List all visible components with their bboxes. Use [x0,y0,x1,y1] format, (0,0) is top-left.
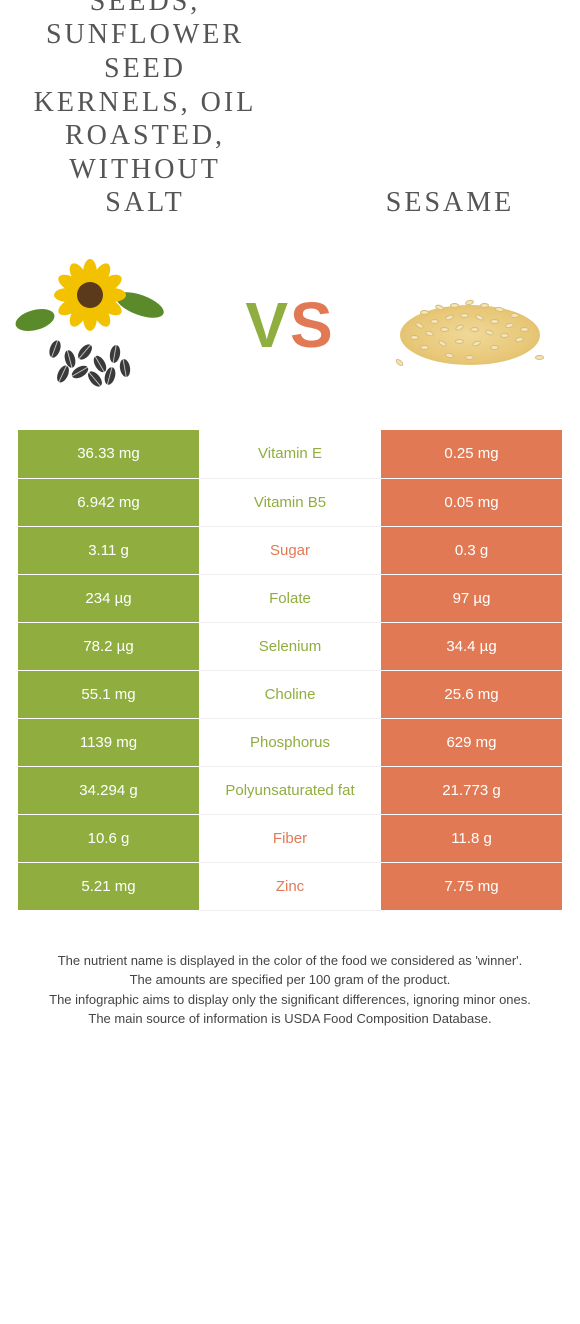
vs-row: VS [0,230,580,430]
value-right: 629 mg [381,718,562,766]
table-row: 34.294 gPolyunsaturated fat21.773 g [18,766,562,814]
value-right: 34.4 µg [381,622,562,670]
nutrient-name: Sugar [199,526,381,574]
value-left: 5.21 mg [18,862,199,910]
table-row: 78.2 µgSelenium34.4 µg [18,622,562,670]
value-right: 21.773 g [381,766,562,814]
nutrient-name: Phosphorus [199,718,381,766]
footnote-line: The amounts are specified per 100 gram o… [20,970,560,990]
value-left: 6.942 mg [18,478,199,526]
nutrient-name: Fiber [199,814,381,862]
table-row: 10.6 gFiber11.8 g [18,814,562,862]
table-row: 1139 mgPhosphorus629 mg [18,718,562,766]
table-row: 36.33 mgVitamin E0.25 mg [18,430,562,478]
food-title-left: Seeds, sunflower seed kernels, oil roast… [30,0,260,220]
header: Seeds, sunflower seed kernels, oil roast… [0,0,580,230]
nutrient-name: Polyunsaturated fat [199,766,381,814]
value-right: 0.25 mg [381,430,562,478]
footnotes: The nutrient name is displayed in the co… [0,951,580,1029]
value-left: 34.294 g [18,766,199,814]
value-right: 11.8 g [381,814,562,862]
vs-label: VS [245,288,334,362]
vs-letter-v: V [245,289,290,361]
vs-letter-s: S [290,289,335,361]
value-right: 0.3 g [381,526,562,574]
value-left: 3.11 g [18,526,199,574]
nutrient-name: Folate [199,574,381,622]
nutrient-name: Selenium [199,622,381,670]
value-left: 1139 mg [18,718,199,766]
value-left: 55.1 mg [18,670,199,718]
nutrient-name: Choline [199,670,381,718]
table-row: 234 µgFolate97 µg [18,574,562,622]
value-left: 78.2 µg [18,622,199,670]
footnote-line: The nutrient name is displayed in the co… [20,951,560,971]
nutrient-name: Vitamin E [199,430,381,478]
footnote-line: The infographic aims to display only the… [20,990,560,1010]
value-left: 234 µg [18,574,199,622]
value-right: 97 µg [381,574,562,622]
table-row: 3.11 gSugar0.3 g [18,526,562,574]
value-right: 25.6 mg [381,670,562,718]
food-title-right: Sesame [350,186,550,220]
value-right: 7.75 mg [381,862,562,910]
nutrient-name: Vitamin B5 [199,478,381,526]
nutrient-table: 36.33 mgVitamin E0.25 mg6.942 mgVitamin … [18,430,562,911]
value-left: 10.6 g [18,814,199,862]
sesame-image [380,255,560,395]
table-row: 55.1 mgCholine25.6 mg [18,670,562,718]
value-right: 0.05 mg [381,478,562,526]
table-row: 5.21 mgZinc7.75 mg [18,862,562,910]
footnote-line: The main source of information is USDA F… [20,1009,560,1029]
table-row: 6.942 mgVitamin B50.05 mg [18,478,562,526]
sunflower-image [20,255,200,395]
nutrient-name: Zinc [199,862,381,910]
value-left: 36.33 mg [18,430,199,478]
